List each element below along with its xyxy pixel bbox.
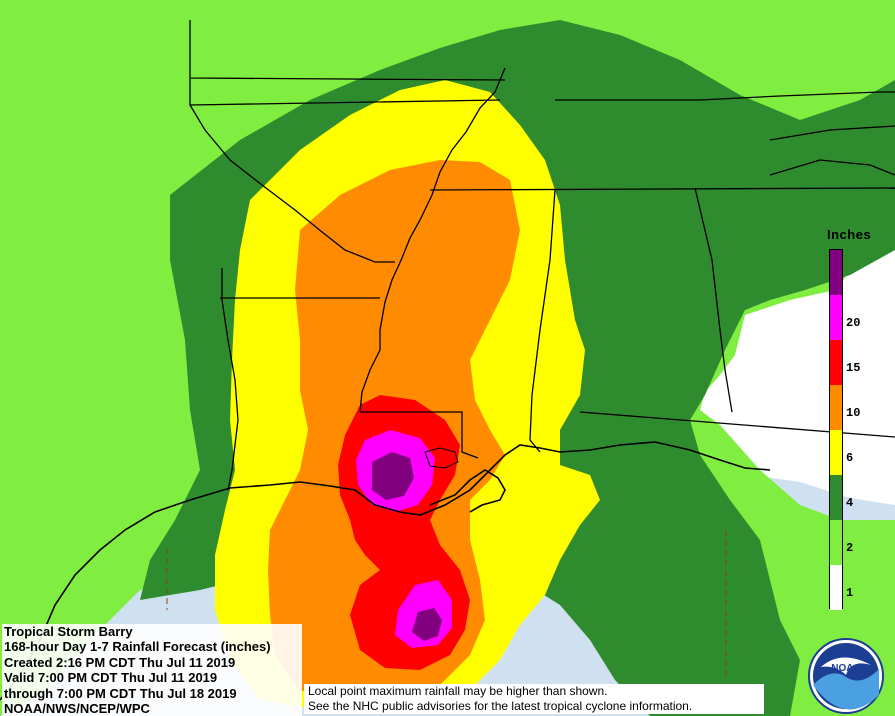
legend-colorbar xyxy=(829,249,843,610)
alabama-georgia-border xyxy=(694,187,733,413)
legend-swatch xyxy=(830,430,842,475)
legend-label: 15 xyxy=(846,361,861,375)
legend-swatch xyxy=(830,565,842,610)
virginia-line xyxy=(769,125,895,141)
state-boundaries xyxy=(189,20,895,491)
title-line-through: through 7:00 PM CDT Thu Jul 18 2019 xyxy=(4,685,237,701)
legend-label: 10 xyxy=(846,406,861,420)
mississippi-river xyxy=(359,67,506,413)
legend-swatch xyxy=(830,385,842,430)
disclaimer-line-2: See the NHC public advisories for the la… xyxy=(308,699,693,713)
legend-label: 20 xyxy=(846,316,861,330)
legend-label: 4 xyxy=(846,496,854,510)
marine-boundaries xyxy=(166,530,727,680)
rain-over-20-inch xyxy=(372,452,442,641)
legend-title: Inches xyxy=(827,227,872,242)
legend-label: 2 xyxy=(846,541,854,555)
legend-label: 1 xyxy=(846,586,854,600)
disclaimer-box: Local point maximum rainfall may be high… xyxy=(304,684,764,714)
tennessee-south-border xyxy=(429,187,895,191)
mississippi-alabama-border xyxy=(529,189,556,453)
louisiana-north-gulf xyxy=(360,411,479,459)
title-line-product: 168-hour Day 1-7 Rainfall Forecast (inch… xyxy=(4,639,271,655)
georgia-carolina-border xyxy=(769,159,895,176)
legend-swatch xyxy=(830,475,842,520)
texas-north-border xyxy=(189,104,395,263)
legend-swatch xyxy=(830,295,842,340)
legend-swatch xyxy=(830,340,842,385)
title-line-created: Created 2:16 PM CDT Thu Jul 11 2019 xyxy=(4,654,236,670)
texas-louisiana-border xyxy=(221,268,239,491)
map-title-block: Tropical Storm Barry 168-hour Day 1-7 Ra… xyxy=(2,624,302,716)
legend-swatch xyxy=(830,250,842,295)
kentucky-tennessee-border xyxy=(555,91,895,101)
title-line-agency: NOAA/NWS/NCEP/WPC xyxy=(4,701,150,716)
lake-outline xyxy=(424,447,459,469)
title-line-storm: Tropical Storm Barry xyxy=(4,624,133,639)
disclaimer-line-1: Local point maximum rainfall may be high… xyxy=(308,684,608,698)
coastline xyxy=(0,441,771,701)
legend: Inches 20 15 10 6 4 2 1 xyxy=(826,225,895,615)
noaa-logo: NOAA xyxy=(808,638,884,714)
legend-swatch xyxy=(830,520,842,565)
title-line-valid: Valid 7:00 PM CDT Thu Jul 11 2019 xyxy=(4,670,218,686)
legend-label: 6 xyxy=(846,451,854,465)
logo-text: NOAA xyxy=(831,663,860,674)
